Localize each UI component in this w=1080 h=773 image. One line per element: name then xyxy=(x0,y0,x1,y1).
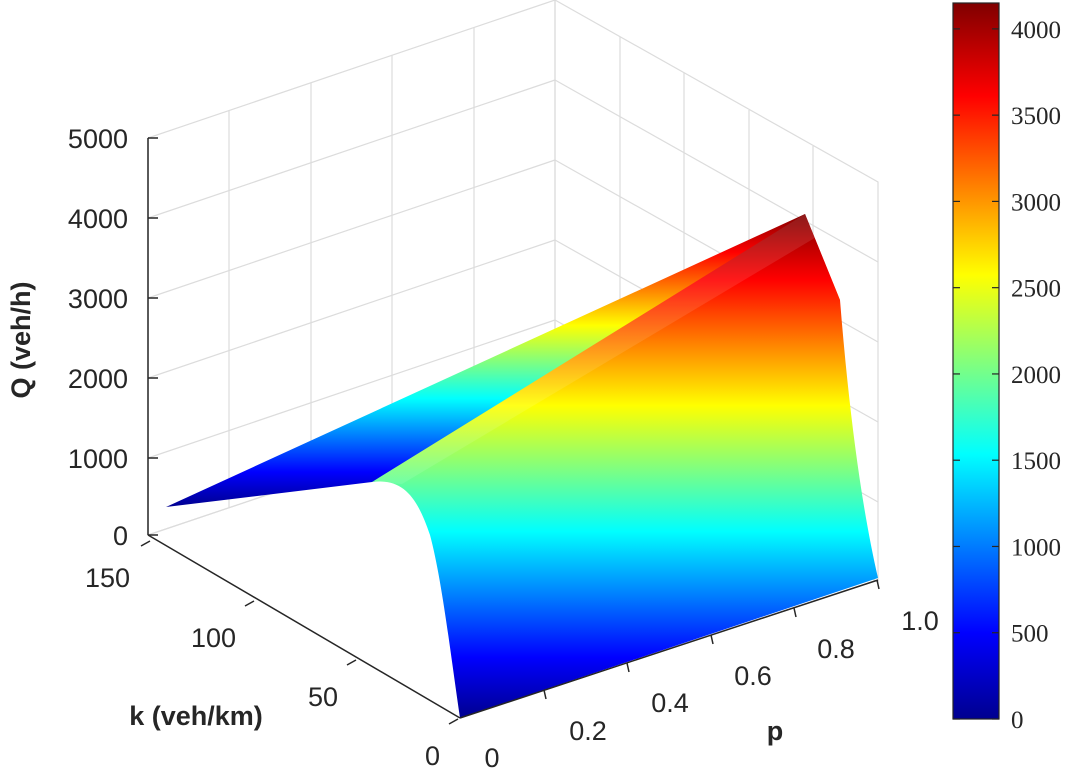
colorbar-tick-label: 2000 xyxy=(1011,362,1061,389)
colorbar-tick-label: 2500 xyxy=(1011,276,1061,303)
k-axis-line xyxy=(147,534,461,719)
k-tick-label: 0 xyxy=(425,741,440,771)
k-tick-label: 150 xyxy=(85,563,130,593)
p-axis-line xyxy=(459,579,879,719)
z-tick-label: 1000 xyxy=(68,444,128,474)
colorbar-tick-label: 1000 xyxy=(1011,534,1061,561)
k-axis-label: k (veh/km) xyxy=(129,701,263,731)
surface-ridge-shade xyxy=(372,214,818,484)
z-tick-label: 5000 xyxy=(68,124,128,154)
p-tick-label: 1.0 xyxy=(901,606,939,636)
p-axis-label: p xyxy=(767,716,784,746)
p-tick-label: 0.4 xyxy=(651,688,689,718)
colorbar-tick-label: 3500 xyxy=(1011,103,1061,130)
colorbar-gradient xyxy=(952,2,1000,720)
p-tick-label: 0.2 xyxy=(569,716,607,746)
z-tick-label: 2000 xyxy=(68,364,128,394)
colorbar-tick-label: 1500 xyxy=(1011,448,1061,475)
z-tick-label: 3000 xyxy=(68,284,128,314)
p-axis-ticks: 0 0.2 0.4 0.6 0.8 1.0 xyxy=(484,579,939,773)
z-tick-label: 4000 xyxy=(68,204,128,234)
axes xyxy=(147,138,879,719)
z-tick-label: 0 xyxy=(113,521,128,551)
surface-front-face xyxy=(372,214,878,718)
colorbar-ticks: 0 500 1000 1500 2000 2500 3000 3500 4000 xyxy=(953,17,1061,734)
z-axis-label: Q (veh/h) xyxy=(6,281,36,398)
p-tick-label: 0.6 xyxy=(734,661,772,691)
surface-top-face xyxy=(166,214,840,507)
colorbar-tick-label: 3000 xyxy=(1011,189,1061,216)
k-axis-ticks: 0 50 100 150 xyxy=(85,540,459,771)
colorbar: 0 500 1000 1500 2000 2500 3000 3500 4000 xyxy=(952,2,1061,734)
colorbar-tick-label: 500 xyxy=(1011,621,1049,648)
p-tick-label: 0.8 xyxy=(817,634,855,664)
colorbar-tick-label: 0 xyxy=(1011,707,1024,734)
p-tick-label: 0 xyxy=(484,743,499,773)
colorbar-tick-label: 4000 xyxy=(1011,17,1061,44)
surface xyxy=(166,214,878,718)
k-tick-label: 50 xyxy=(308,682,338,712)
k-tick-label: 100 xyxy=(191,623,236,653)
z-axis-ticks: 0 1000 2000 3000 4000 5000 xyxy=(68,124,158,551)
